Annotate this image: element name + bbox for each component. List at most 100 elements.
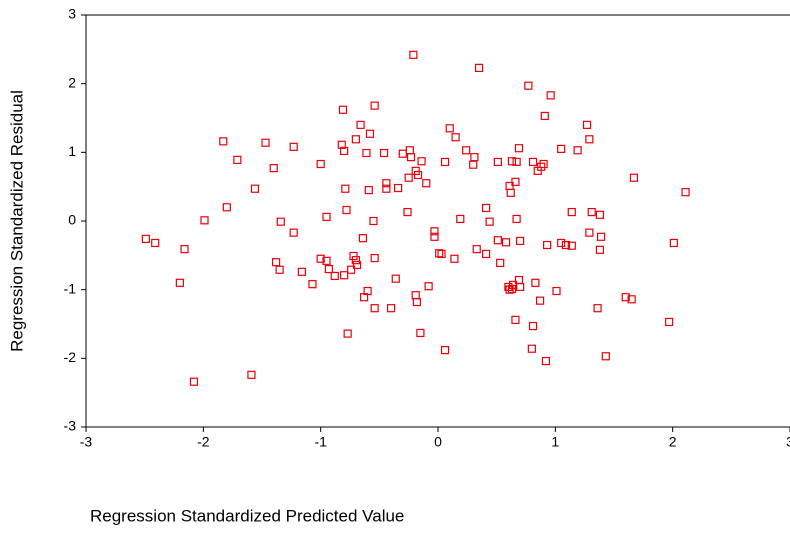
point <box>364 186 373 195</box>
point <box>539 159 548 169</box>
point <box>297 267 306 276</box>
point <box>582 120 592 129</box>
point <box>557 144 566 153</box>
point <box>261 138 270 147</box>
point <box>351 135 360 144</box>
point <box>596 232 606 241</box>
point <box>289 142 298 151</box>
point <box>219 137 228 146</box>
point <box>409 50 418 59</box>
point <box>289 228 298 237</box>
point <box>451 133 460 142</box>
point <box>430 227 439 236</box>
point <box>352 260 362 270</box>
point <box>627 295 636 304</box>
point <box>341 184 350 193</box>
point <box>403 207 412 217</box>
point <box>507 284 517 294</box>
x-tick-label: 3 <box>786 434 790 450</box>
point <box>422 179 431 188</box>
point <box>585 228 594 237</box>
point <box>474 63 484 72</box>
point <box>456 214 465 224</box>
point <box>561 240 570 250</box>
point <box>386 304 396 313</box>
x-tick-label: -2 <box>197 434 210 450</box>
point <box>413 170 423 180</box>
point <box>351 256 360 265</box>
point <box>338 105 348 114</box>
point <box>369 216 378 226</box>
point <box>524 81 533 90</box>
point <box>424 282 433 291</box>
point <box>469 160 478 169</box>
point <box>511 315 520 324</box>
point <box>175 278 184 287</box>
point <box>540 111 549 121</box>
point <box>573 146 582 155</box>
point <box>430 232 439 241</box>
point <box>347 265 356 274</box>
point <box>516 282 525 292</box>
point <box>470 153 479 162</box>
point <box>180 245 189 254</box>
point <box>391 274 400 283</box>
point <box>482 203 491 213</box>
x-tick-label: 1 <box>551 434 559 450</box>
point <box>505 285 514 294</box>
point <box>247 370 256 379</box>
point <box>507 157 517 166</box>
point <box>462 146 471 155</box>
point <box>629 173 639 182</box>
x-tick-label: 2 <box>669 434 677 450</box>
point <box>276 217 285 226</box>
point <box>533 166 542 175</box>
point <box>382 184 391 193</box>
point <box>587 207 596 217</box>
y-tick-label: -3 <box>64 418 77 434</box>
point <box>450 254 459 263</box>
point <box>440 345 450 355</box>
point <box>322 256 331 265</box>
point <box>359 293 369 302</box>
point <box>501 238 511 247</box>
point <box>528 321 538 331</box>
y-tick-label: 1 <box>68 143 76 159</box>
point <box>337 140 346 149</box>
y-tick-label: -1 <box>64 280 77 296</box>
point <box>445 124 454 133</box>
point <box>528 157 538 167</box>
point <box>531 278 540 287</box>
point <box>496 258 505 267</box>
point <box>200 216 209 225</box>
point <box>493 236 502 245</box>
point <box>340 271 349 280</box>
point <box>541 356 551 366</box>
point <box>356 120 365 129</box>
point <box>516 236 525 246</box>
point <box>141 234 150 243</box>
point <box>567 207 576 217</box>
point <box>406 153 416 162</box>
point <box>512 157 521 167</box>
point <box>416 328 425 338</box>
y-tick-label: 0 <box>68 212 76 228</box>
point <box>316 159 325 169</box>
point <box>411 166 420 175</box>
point <box>271 258 281 267</box>
point <box>382 179 391 188</box>
point <box>404 173 413 182</box>
point <box>665 317 674 327</box>
point <box>472 245 481 254</box>
point <box>405 146 414 155</box>
point <box>593 304 602 313</box>
y-axis-label: Regression Standardized Residual <box>7 90 26 352</box>
point <box>543 240 552 250</box>
point <box>398 149 407 158</box>
x-tick-label: -3 <box>80 434 93 450</box>
point <box>362 148 371 158</box>
point <box>435 249 444 258</box>
point <box>308 280 317 289</box>
point <box>595 210 605 219</box>
point <box>250 184 260 193</box>
